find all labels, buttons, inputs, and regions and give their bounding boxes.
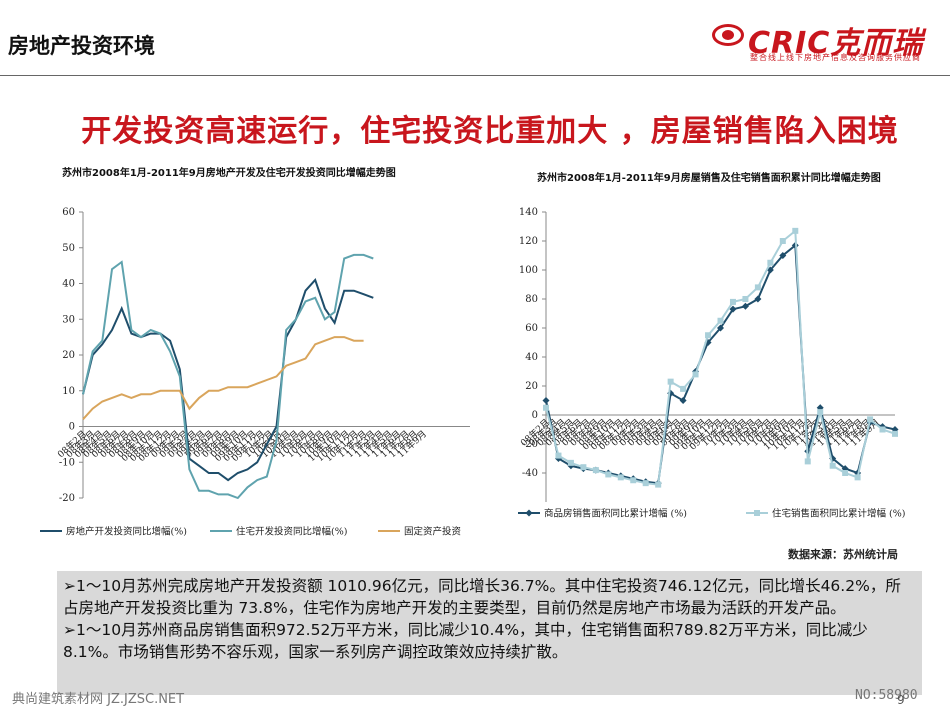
cric-logo: CRIC克而瑞 整合线上线下房地产信息及咨询服务供应商 [712,22,937,68]
watermark-number: NO:58980 [855,688,918,703]
data-point [742,296,749,302]
data-point [692,371,699,378]
summary-paragraph-sales: ➢1～10月苏州商品房销售面积972.52万平方米，同比减少10.4%，其中，住… [63,621,868,661]
legend-label: 商品房销售面积同比累计增幅 (%) [544,508,687,520]
data-point [754,284,761,291]
logo-slogan: 整合线上线下房地产信息及咨询服务供应商 [750,53,921,62]
legend-label: 住宅销售面积同比累计增幅 (%) [772,508,905,520]
y-tick-label: 140 [519,207,538,218]
data-point [642,480,649,487]
y-tick-label: 40 [525,352,538,363]
series-line [82,277,374,482]
chart2-title: 苏州市2008年1月-2011年9月房屋销售及住宅销售面积累计同比增幅走势图 [537,173,881,184]
data-point [879,426,886,433]
y-tick-label: 120 [519,236,538,247]
data-point [717,324,724,332]
data-point [729,305,737,313]
y-tick-label: 40 [62,279,75,290]
data-point [680,385,687,392]
data-point [704,339,712,346]
y-tick-label: -10 [59,457,75,468]
y-tick-label: 0 [532,410,538,421]
legend-label: 住宅开发投资同比增幅(%) [236,526,347,538]
data-point [655,481,662,488]
data-point [630,477,637,484]
investment-growth-chart: -20-10010203040506008年2月08年3月08年4月08年5月0… [40,207,470,538]
data-point [567,459,574,466]
legend-label: 房地产开发投资同比增幅(%) [66,526,187,538]
data-point [842,470,849,476]
data-point [667,389,675,397]
data-source: 数据来源：苏州统计局 [788,548,898,561]
y-tick-label: 20 [525,381,538,392]
page-title: 房地产投资环境 [8,34,155,58]
chart1-title: 苏州市2008年1月-2011年9月房地产开发及住宅开发投资同比增幅走势图 [62,168,396,179]
legend-marker [754,510,760,516]
series-line [82,336,364,420]
y-tick-label: 30 [62,314,75,325]
series-line [82,253,374,500]
headline: 开发投资高速运行，住宅投资比重加大 ，房屋销售陷入困境 [81,114,899,149]
data-point [717,317,724,324]
data-point [779,238,786,244]
summary-textbox: ➢1～10月苏州完成房地产开发投资额 1010.96亿元，同比增长36.7%。其… [57,571,922,695]
summary-paragraph-investment: ➢1～10月苏州完成房地产开发投资额 1010.96亿元，同比增长36.7%。其… [63,577,901,617]
legend-marker [525,509,533,517]
data-point [679,397,687,404]
data-point [667,378,674,385]
watermark-text: 典尚建筑素材网 JZ.JZSC.NET [12,692,185,707]
y-tick-label: 0 [69,422,75,433]
sales-area-growth-chart: -40-2002040608010012014008年2月08年3月08年4月0… [518,207,906,520]
data-point [705,332,712,339]
y-tick-label: -20 [59,493,75,504]
data-point [767,259,774,266]
page-number: 9 [897,693,905,707]
y-tick-label: 50 [62,243,75,254]
data-point [605,471,612,478]
data-point [617,474,624,481]
data-point [542,397,550,404]
cric-emblem-icon [712,24,744,46]
data-point [867,416,874,423]
y-tick-label: 60 [62,207,75,218]
data-point [741,302,749,310]
data-point [779,252,787,259]
y-tick-label: -40 [522,468,538,479]
data-point [555,452,562,459]
data-point [854,474,861,481]
data-point [754,295,762,303]
legend-label: 固定资产投资 [404,526,462,538]
y-tick-label: 10 [62,386,75,397]
data-point [804,458,811,465]
data-point [792,227,799,234]
title-divider [0,75,950,76]
y-tick-label: 100 [519,265,538,276]
data-point [817,409,824,416]
y-tick-label: 80 [525,294,538,305]
data-point [729,298,736,305]
data-point [580,464,587,471]
y-tick-label: 60 [525,323,538,334]
logo-text: CRIC克而瑞 [748,26,924,61]
data-point [592,467,599,474]
y-tick-label: 20 [62,350,75,361]
data-point [829,462,836,469]
data-point [543,404,549,411]
data-point [892,430,898,437]
y-tick-label: -20 [522,439,538,450]
